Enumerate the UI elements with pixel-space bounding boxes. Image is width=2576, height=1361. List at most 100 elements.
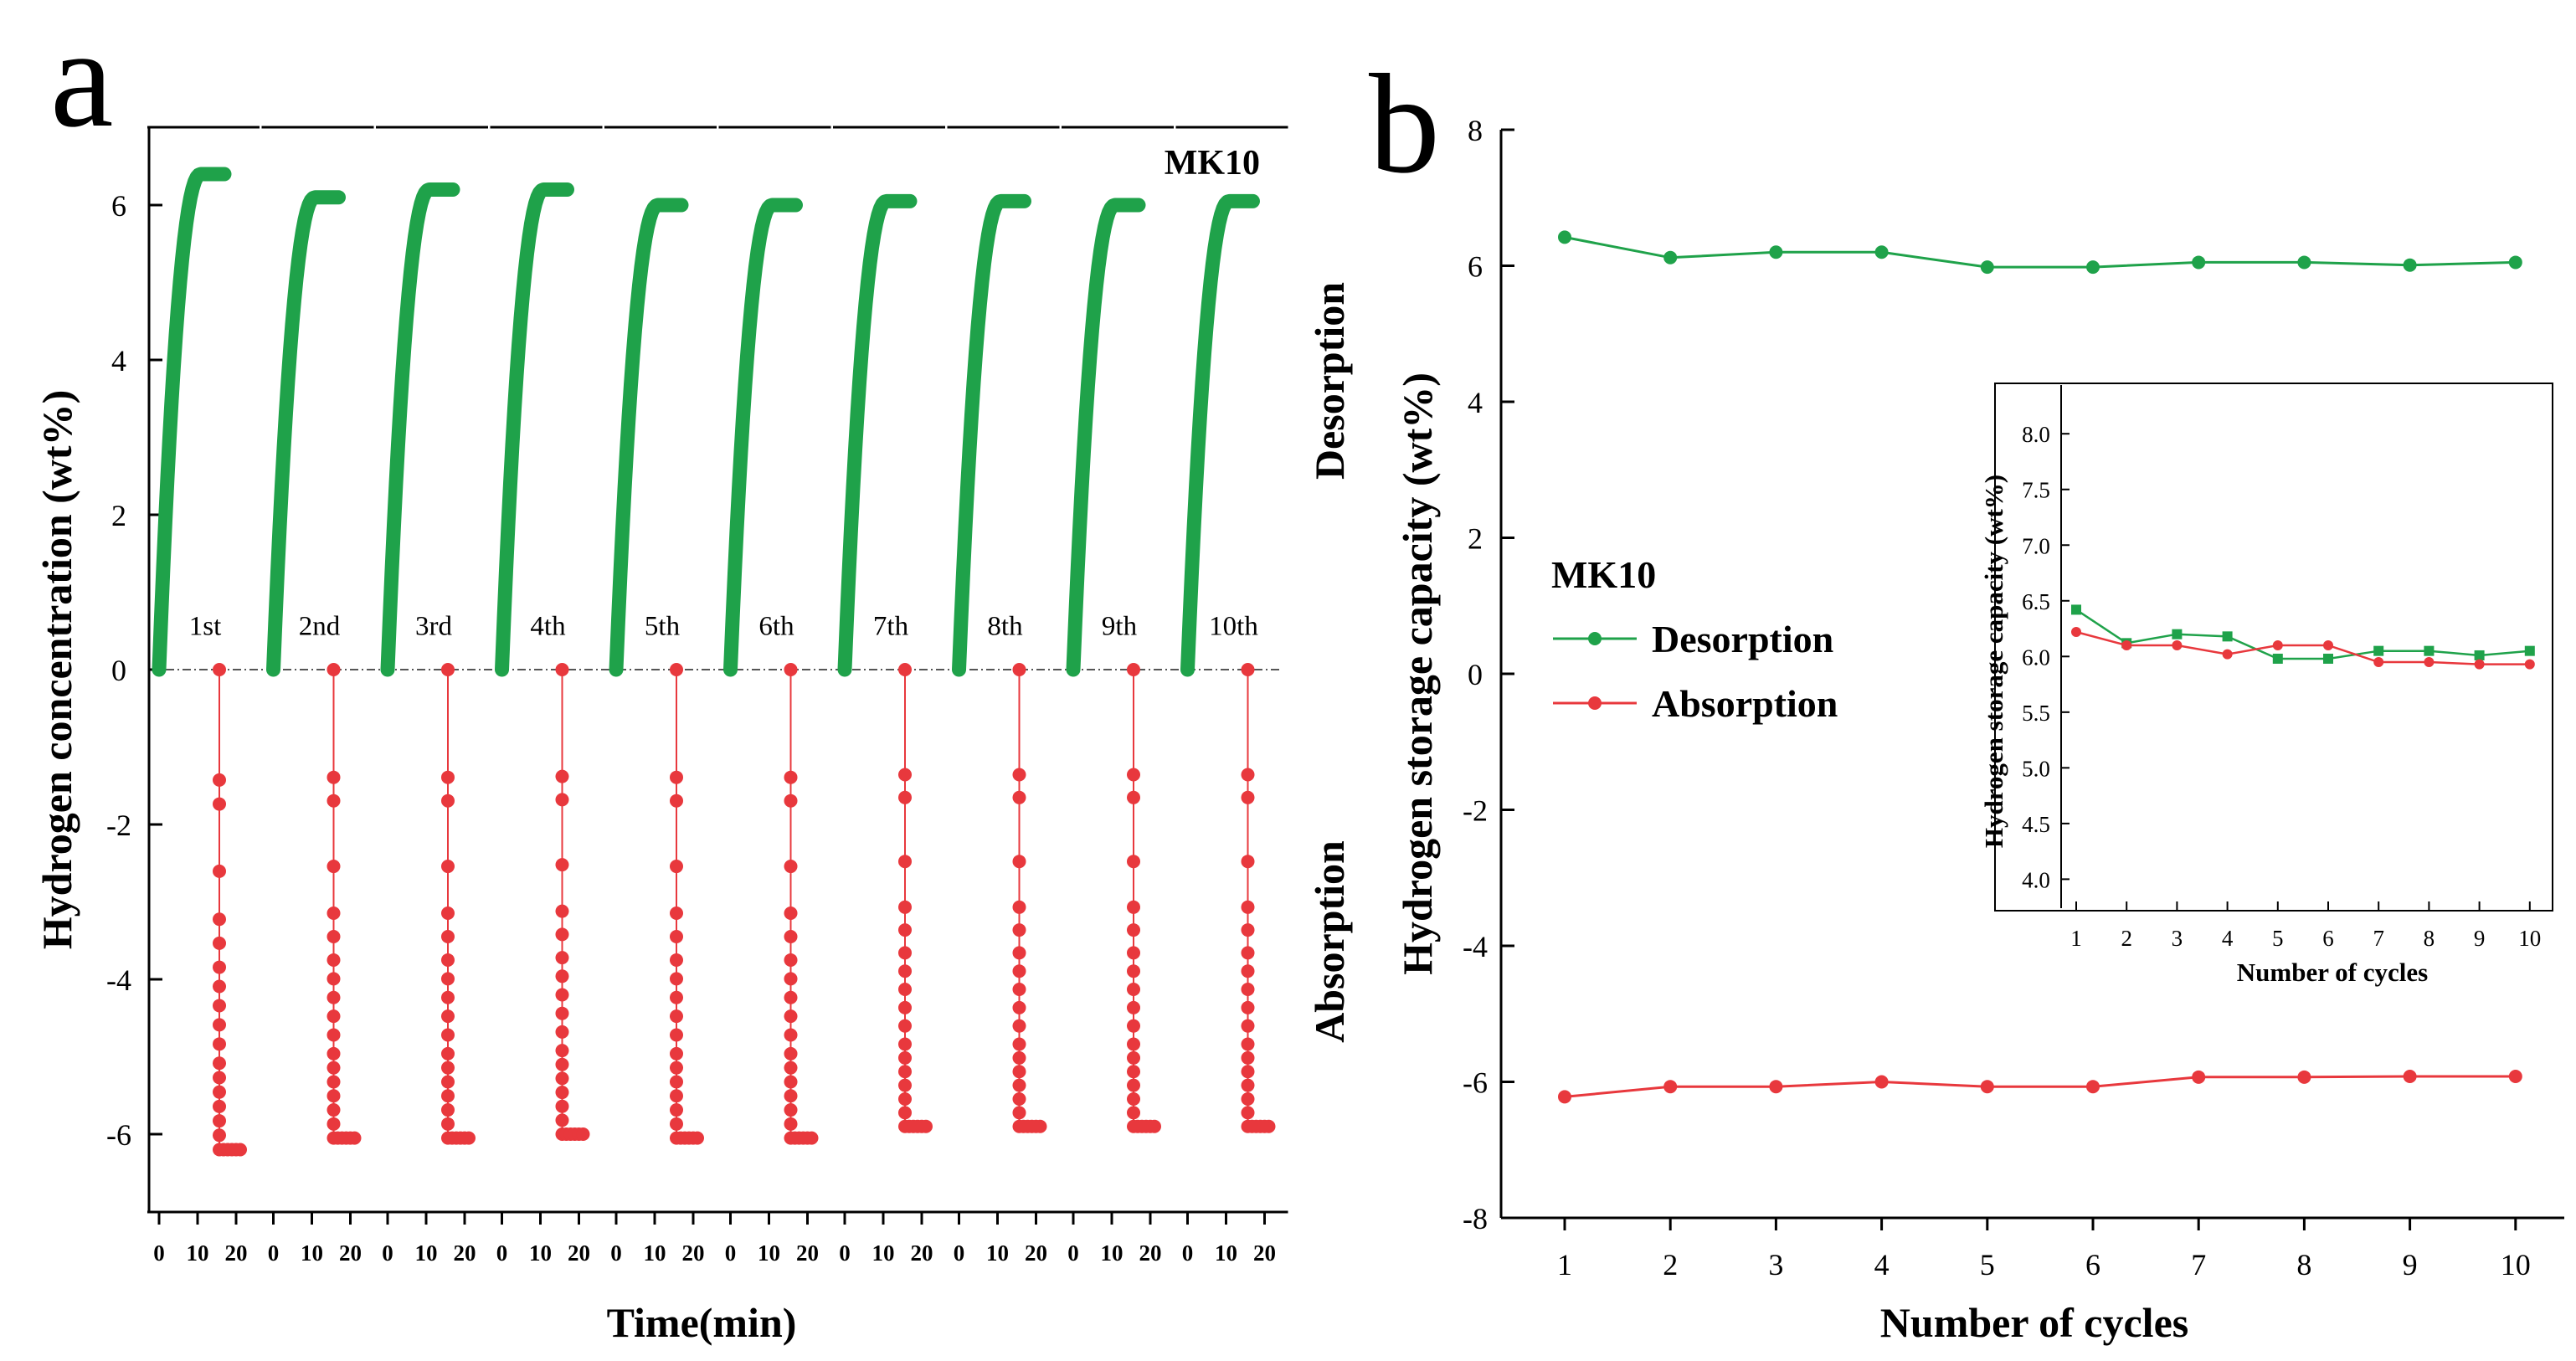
a-absorption-point xyxy=(784,929,798,943)
a-xtick-label: 10 xyxy=(872,1240,895,1266)
a-absorption-point xyxy=(555,858,569,872)
a-absorption-point xyxy=(326,1061,341,1075)
a-absorption-point xyxy=(784,860,798,874)
a-absorption-point xyxy=(441,953,455,967)
a-absorption-point xyxy=(213,936,226,950)
a-absorption-point xyxy=(441,793,455,808)
inset-xtick-label: 5 xyxy=(2272,926,2284,951)
a-absorption-point xyxy=(555,904,569,918)
a-absorption-point xyxy=(1033,1119,1047,1133)
b-data-point xyxy=(2297,255,2311,270)
a-absorption-point xyxy=(898,923,912,937)
a-cycle-label: 3rd xyxy=(415,611,452,641)
a-absorption-point xyxy=(898,1092,912,1107)
a-absorption-point xyxy=(898,855,912,869)
a-absorption-point xyxy=(1012,768,1026,782)
a-xtick-label: 20 xyxy=(339,1240,362,1266)
panel-b-legend: MK10 Desorption Absorption xyxy=(1551,553,1838,725)
a-absorption-point xyxy=(213,1099,226,1113)
a-absorption-point xyxy=(326,860,341,874)
a-absorption-point xyxy=(1241,1106,1255,1120)
panel-b-x-axis-title: Number of cycles xyxy=(1880,1299,2188,1346)
a-absorption-point xyxy=(213,912,226,927)
a-absorption-point xyxy=(898,1106,912,1120)
inset-xtick-label: 6 xyxy=(2322,926,2334,951)
a-xtick-label: 20 xyxy=(1025,1240,1047,1266)
b-xtick-label: 1 xyxy=(1557,1248,1572,1281)
a-absorption-point xyxy=(1241,768,1255,782)
a-absorption-point xyxy=(213,1128,226,1143)
inset-data-point xyxy=(2272,640,2283,650)
legend-desorption-marker xyxy=(1588,632,1602,645)
a-absorption-point xyxy=(555,1057,569,1071)
b-data-point xyxy=(1769,245,1783,259)
inset-data-point xyxy=(2222,631,2233,642)
panel-b-y-axis-title: Hydrogen storage capacity (wt%) xyxy=(1394,372,1441,975)
inset-data-point xyxy=(2524,645,2535,656)
inset-data-point xyxy=(2424,656,2435,667)
b-xtick-label: 4 xyxy=(1874,1248,1890,1281)
inset-data-point xyxy=(2272,653,2283,664)
a-absorption-point xyxy=(441,1061,455,1075)
panel-b-side-label-absorption: Absorption xyxy=(1306,840,1353,1043)
a-absorption-point xyxy=(213,773,226,787)
a-absorption-point xyxy=(576,1127,590,1141)
inset-data-point xyxy=(2323,653,2333,664)
a-cycle-label: 6th xyxy=(758,611,794,641)
a-absorption-point xyxy=(670,1028,683,1042)
b-xtick-label: 9 xyxy=(2403,1248,2418,1281)
a-desorption-curve xyxy=(952,193,1031,677)
a-absorption-point xyxy=(670,1103,683,1117)
a-absorption-point xyxy=(441,1117,455,1131)
a-absorption-point xyxy=(670,860,683,874)
a-absorption-point xyxy=(1012,1092,1026,1107)
a-absorption-point xyxy=(670,990,683,1004)
a-absorption-point xyxy=(441,663,455,676)
a-absorption-point xyxy=(1127,663,1140,676)
a-ytick-label: 6 xyxy=(111,189,126,223)
panel-b-side-label-desorption: Desorption xyxy=(1306,282,1353,480)
a-absorption-point xyxy=(1241,855,1255,869)
b-data-point xyxy=(1663,250,1678,264)
a-xtick-label: 10 xyxy=(644,1240,666,1266)
a-absorption-point xyxy=(555,663,569,676)
a-absorption-point xyxy=(898,983,912,997)
a-absorption-point xyxy=(1127,964,1140,978)
a-absorption-point xyxy=(441,1075,455,1089)
inset-chart: 4.04.55.05.56.06.57.07.58.0 1 2 3 4 5 6 7 8 9 10 … xyxy=(1979,383,2553,987)
a-xtick-label: 20 xyxy=(225,1240,248,1266)
b-data-point xyxy=(1874,245,1889,259)
a-xtick-label: 10 xyxy=(986,1240,1009,1266)
a-absorption-point xyxy=(441,1009,455,1024)
a-desorption-curve xyxy=(837,193,918,677)
a-absorption-point xyxy=(898,1019,912,1033)
a-cycle-label: 10th xyxy=(1209,611,1258,641)
inset-series-line xyxy=(2075,630,2530,665)
inset-data-point xyxy=(2121,640,2132,650)
a-absorption-point xyxy=(670,1117,683,1131)
b-xtick-label: 8 xyxy=(2296,1248,2311,1281)
panel-a-x-axis-title: Time(min) xyxy=(607,1299,797,1346)
a-absorption-point xyxy=(326,1028,341,1042)
a-absorption-point xyxy=(555,988,569,1002)
a-absorption-point xyxy=(326,1089,341,1103)
a-ytick-label: -6 xyxy=(106,1118,131,1152)
a-absorption-point xyxy=(213,864,226,878)
a-absorption-point xyxy=(1127,923,1140,937)
legend-absorption-marker xyxy=(1588,696,1602,710)
a-absorption-point xyxy=(1127,790,1140,804)
a-xtick-label: 20 xyxy=(796,1240,819,1266)
inset-ytick-label: 4.5 xyxy=(2022,812,2050,837)
panel-a-y-axis-title: Hydrogen concentration (wt%) xyxy=(33,390,80,949)
a-absorption-point xyxy=(1012,1000,1026,1014)
a-cycle-label: 1st xyxy=(189,611,222,641)
a-absorption-point xyxy=(1241,663,1255,676)
a-absorption-point xyxy=(670,770,683,784)
panel-a-sample-label: MK10 xyxy=(1165,144,1260,182)
a-absorption-point xyxy=(670,953,683,967)
a-xtick-label: 0 xyxy=(954,1240,965,1266)
b-data-point xyxy=(2086,260,2100,275)
a-absorption-point xyxy=(213,1114,226,1128)
a-absorption-point xyxy=(555,769,569,783)
